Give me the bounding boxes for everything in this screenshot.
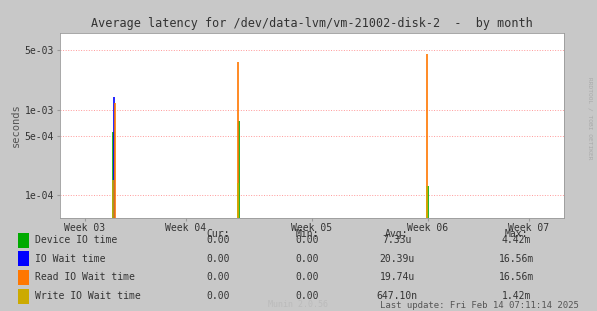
Bar	[18, 233, 29, 248]
Text: 16.56m: 16.56m	[498, 272, 534, 282]
Bar	[18, 251, 29, 266]
Text: RRDTOOL / TOBI OETIKER: RRDTOOL / TOBI OETIKER	[588, 77, 593, 160]
Text: 16.56m: 16.56m	[498, 254, 534, 264]
Text: Device IO time: Device IO time	[35, 235, 117, 245]
Text: 0.00: 0.00	[296, 272, 319, 282]
Text: 0.00: 0.00	[206, 272, 230, 282]
Text: 0.00: 0.00	[296, 291, 319, 301]
Text: 0.00: 0.00	[296, 254, 319, 264]
Text: 19.74u: 19.74u	[379, 272, 415, 282]
Title: Average latency for /dev/data-lvm/vm-21002-disk-2  -  by month: Average latency for /dev/data-lvm/vm-210…	[91, 17, 533, 30]
Text: 0.00: 0.00	[206, 254, 230, 264]
Text: Avg:: Avg:	[385, 229, 409, 239]
Text: 0.00: 0.00	[296, 235, 319, 245]
Text: Min:: Min:	[296, 229, 319, 239]
Text: 20.39u: 20.39u	[379, 254, 415, 264]
Text: 4.42m: 4.42m	[501, 235, 531, 245]
Text: Read IO Wait time: Read IO Wait time	[35, 272, 134, 282]
Text: Munin 2.0.56: Munin 2.0.56	[269, 300, 328, 309]
Text: Max:: Max:	[504, 229, 528, 239]
Text: Write IO Wait time: Write IO Wait time	[35, 291, 140, 301]
Text: 0.00: 0.00	[206, 291, 230, 301]
Text: 7.33u: 7.33u	[382, 235, 412, 245]
Bar	[18, 289, 29, 304]
Text: 1.42m: 1.42m	[501, 291, 531, 301]
Bar	[18, 270, 29, 285]
Y-axis label: seconds: seconds	[11, 103, 21, 147]
Text: Last update: Fri Feb 14 07:11:14 2025: Last update: Fri Feb 14 07:11:14 2025	[380, 301, 579, 310]
Text: 647.10n: 647.10n	[377, 291, 417, 301]
Text: Cur:: Cur:	[206, 229, 230, 239]
Text: 0.00: 0.00	[206, 235, 230, 245]
Text: IO Wait time: IO Wait time	[35, 254, 105, 264]
